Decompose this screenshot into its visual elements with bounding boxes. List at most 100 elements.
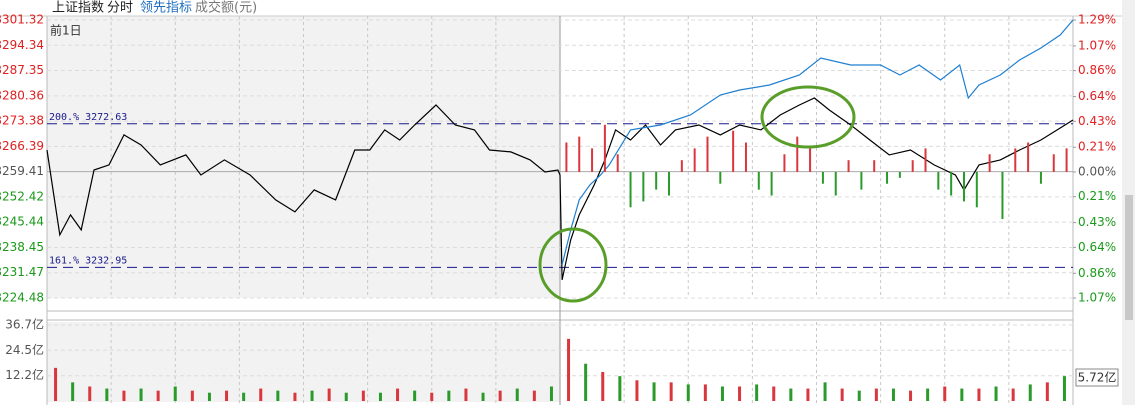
- volume-bar: [1062, 376, 1066, 401]
- volume-bar: [361, 390, 365, 401]
- volume-bar: [447, 390, 451, 401]
- strength-bar: [629, 171, 632, 208]
- strength-bar: [719, 171, 722, 184]
- y-tick-label: 3280.36: [0, 88, 44, 102]
- y-tick-label: 24.5亿: [5, 342, 44, 357]
- volume-bar: [549, 386, 553, 401]
- volume-bar: [874, 388, 878, 401]
- strength-bar: [565, 142, 568, 172]
- volume-bar: [840, 388, 844, 401]
- volume-bar: [207, 392, 211, 401]
- volume-bar: [720, 386, 724, 401]
- y2-tick-label: 0.21%: [1078, 140, 1116, 154]
- volume-bar: [464, 388, 468, 401]
- volume-bar: [857, 390, 861, 401]
- y-tick-label: 3266.39: [0, 139, 44, 153]
- y-tick-label: 3252.42: [0, 189, 44, 203]
- volume-bar: [105, 388, 109, 401]
- strength-bar: [744, 142, 747, 172]
- volume-bar: [601, 372, 605, 401]
- volume-bar: [977, 388, 981, 401]
- volume-bar: [823, 382, 827, 401]
- strength-bar: [924, 148, 927, 172]
- volume-bar: [156, 390, 160, 401]
- volume-bar: [669, 382, 673, 401]
- strength-bar: [962, 171, 965, 202]
- strength-bar: [886, 171, 889, 184]
- price-line: [46, 97, 1074, 281]
- volume-bar: [960, 388, 964, 401]
- volume-bar: [54, 367, 58, 401]
- volume-bar: [943, 386, 947, 401]
- volume-bar: [772, 386, 776, 401]
- strength-bar: [578, 136, 581, 172]
- y-tick-label: 36.7亿: [5, 317, 44, 332]
- strength-bar: [860, 171, 863, 190]
- strength-bar: [1001, 171, 1004, 220]
- volume-bar: [378, 392, 382, 401]
- y2-tick-label: 0.43%: [1078, 114, 1116, 128]
- y2-tick-label: 0.64%: [1078, 240, 1116, 254]
- strength-bar: [732, 130, 735, 172]
- header-item: 分时: [107, 1, 133, 16]
- y-tick-label: 3287.35: [0, 63, 44, 77]
- y2-tick-label: 0.86%: [1078, 63, 1116, 77]
- strength-bar: [770, 171, 773, 196]
- strength-bar: [950, 171, 953, 196]
- header-item: 成交额(元): [195, 0, 257, 16]
- current-volume-box: [1075, 368, 1119, 387]
- strength-bar: [847, 160, 850, 172]
- y-tick-label: 3224.48: [0, 291, 44, 305]
- header-item: 领先指标: [140, 1, 192, 16]
- strength-bar: [975, 171, 978, 208]
- strength-bar: [911, 160, 914, 172]
- volume-bar: [139, 388, 143, 401]
- volume-bar: [1045, 382, 1049, 401]
- volume-bar: [584, 363, 588, 401]
- volume-bar: [122, 390, 126, 401]
- strength-bar: [603, 124, 606, 172]
- strength-bar: [1039, 171, 1042, 184]
- strength-bar: [680, 160, 683, 172]
- volume-bar: [396, 388, 400, 401]
- y-tick-label: 12.2亿: [5, 367, 44, 382]
- strength-bar: [591, 148, 594, 172]
- volume-bar: [618, 376, 622, 401]
- strength-bar: [757, 171, 760, 190]
- volume-bar: [293, 392, 297, 401]
- y2-tick-label: 0.64%: [1078, 89, 1116, 103]
- scrollbar-thumb[interactable]: [1125, 195, 1133, 320]
- volume-bar: [71, 382, 75, 401]
- strength-bar: [898, 171, 901, 178]
- strength-bar: [706, 136, 709, 172]
- volume-bar: [909, 390, 913, 401]
- volume-bar: [481, 392, 485, 401]
- volume-bar: [225, 390, 229, 401]
- strength-bar: [821, 171, 824, 184]
- price-line: [561, 19, 1074, 266]
- volume-bar: [994, 386, 998, 401]
- strength-bar: [1065, 148, 1068, 172]
- volume-bar: [635, 380, 639, 401]
- volume-bar: [276, 390, 280, 401]
- volume-bar: [310, 390, 314, 401]
- y-tick-label: 3245.44: [0, 215, 44, 229]
- header-item: 上证指数: [52, 1, 104, 16]
- volume-bar: [1011, 388, 1015, 401]
- y-tick-label: 3273.38: [0, 114, 44, 128]
- plot: 3301.32 3294.34 3287.35 3280.36 3273.38 3266.…: [0, 13, 1116, 405]
- strength-bar: [809, 148, 812, 172]
- y2-tick-label: 1.07%: [1078, 291, 1116, 305]
- y2-tick-label: 1.07%: [1078, 38, 1116, 52]
- y2-tick-label: 0.43%: [1078, 215, 1116, 229]
- strength-bar: [668, 171, 671, 196]
- volume-bar: [344, 392, 348, 401]
- y2-tick-label: 0.86%: [1078, 266, 1116, 280]
- volume-bar: [173, 386, 177, 401]
- strength-bar: [616, 154, 619, 172]
- strength-bar: [1027, 142, 1030, 172]
- volume-bar: [789, 388, 793, 401]
- highlight-circle: [760, 85, 856, 149]
